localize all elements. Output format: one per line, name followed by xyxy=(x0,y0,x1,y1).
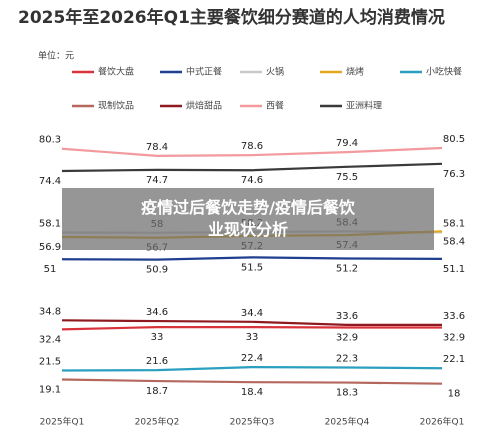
legend-label: 餐饮大盘 xyxy=(98,66,134,78)
legend-label: 火锅 xyxy=(266,67,284,78)
data-label: 51 xyxy=(44,264,57,275)
legend-label: 烧烤 xyxy=(346,66,364,78)
data-label: 18 xyxy=(448,389,461,400)
data-label: 33 xyxy=(151,332,164,343)
data-label: 18.3 xyxy=(336,388,358,399)
banner-title: 疫情过后餐饮走势/疫情后餐饮业现状分析 xyxy=(141,198,356,239)
x-tick-label: 2025年Q4 xyxy=(325,416,370,428)
legend-label: 西餐 xyxy=(266,100,284,112)
data-label: 76.3 xyxy=(443,169,465,180)
data-label: 58.4 xyxy=(443,236,465,247)
series-line xyxy=(61,146,443,157)
x-tick-label: 2025年Q2 xyxy=(135,416,180,428)
data-label: 78.4 xyxy=(146,142,168,153)
legend-label: 亚洲料理 xyxy=(346,100,382,112)
legend-label: 烘焙甜品 xyxy=(186,100,222,112)
x-tick-label: 2026年Q1 xyxy=(420,416,465,428)
data-label: 74.7 xyxy=(146,175,168,186)
data-label: 22.3 xyxy=(336,353,358,364)
data-label: 34.4 xyxy=(241,308,263,319)
data-label: 34.6 xyxy=(146,307,168,318)
data-label: 74.4 xyxy=(39,176,61,187)
data-label: 19.1 xyxy=(39,385,61,396)
data-label: 18.7 xyxy=(146,386,168,397)
data-label: 75.5 xyxy=(336,172,358,183)
banner-background xyxy=(62,188,434,250)
x-tick-label: 2025年Q3 xyxy=(230,416,275,428)
data-label: 22.1 xyxy=(443,354,465,365)
data-label: 33.6 xyxy=(443,311,465,322)
data-label: 79.4 xyxy=(336,138,358,149)
series-line xyxy=(61,319,442,326)
data-label: 51.2 xyxy=(336,263,358,274)
chart-title: 2025年至2026年Q1主要餐饮细分赛道的人均消费情况 xyxy=(18,7,445,28)
data-label: 80.3 xyxy=(39,135,61,146)
data-label: 51.1 xyxy=(443,264,465,275)
data-label: 58.1 xyxy=(443,218,465,229)
data-label: 32.4 xyxy=(39,334,61,345)
data-label: 74.6 xyxy=(241,175,263,186)
series-line xyxy=(61,162,443,173)
data-label: 51.5 xyxy=(241,262,263,273)
data-label: 58.1 xyxy=(39,218,61,229)
series-line xyxy=(61,256,443,261)
unit-label: 单位：元 xyxy=(38,50,74,62)
legend-label: 现制饮品 xyxy=(98,100,134,112)
data-label: 78.6 xyxy=(241,141,263,152)
data-label: 21.5 xyxy=(39,356,61,367)
data-label: 32.9 xyxy=(443,332,465,343)
legend-label: 小吃快餐 xyxy=(426,66,462,78)
x-tick-label: 2025年Q1 xyxy=(40,416,85,428)
data-label: 80.5 xyxy=(443,134,465,145)
data-label: 33.6 xyxy=(336,311,358,322)
data-label: 56.9 xyxy=(39,242,61,253)
data-label: 33 xyxy=(246,332,259,343)
data-label: 34.8 xyxy=(39,306,61,317)
data-label: 18.4 xyxy=(241,387,263,398)
data-label: 32.9 xyxy=(336,332,358,343)
banner: 疫情过后餐饮走势/疫情后餐饮业现状分析 xyxy=(141,198,356,239)
data-label: 22.4 xyxy=(241,353,263,364)
legend-label: 中式正餐 xyxy=(186,66,222,78)
data-label: 50.9 xyxy=(146,265,168,276)
data-label: 21.6 xyxy=(146,356,168,367)
series-line xyxy=(61,326,442,331)
series-line xyxy=(61,365,443,372)
series-line xyxy=(61,378,443,385)
